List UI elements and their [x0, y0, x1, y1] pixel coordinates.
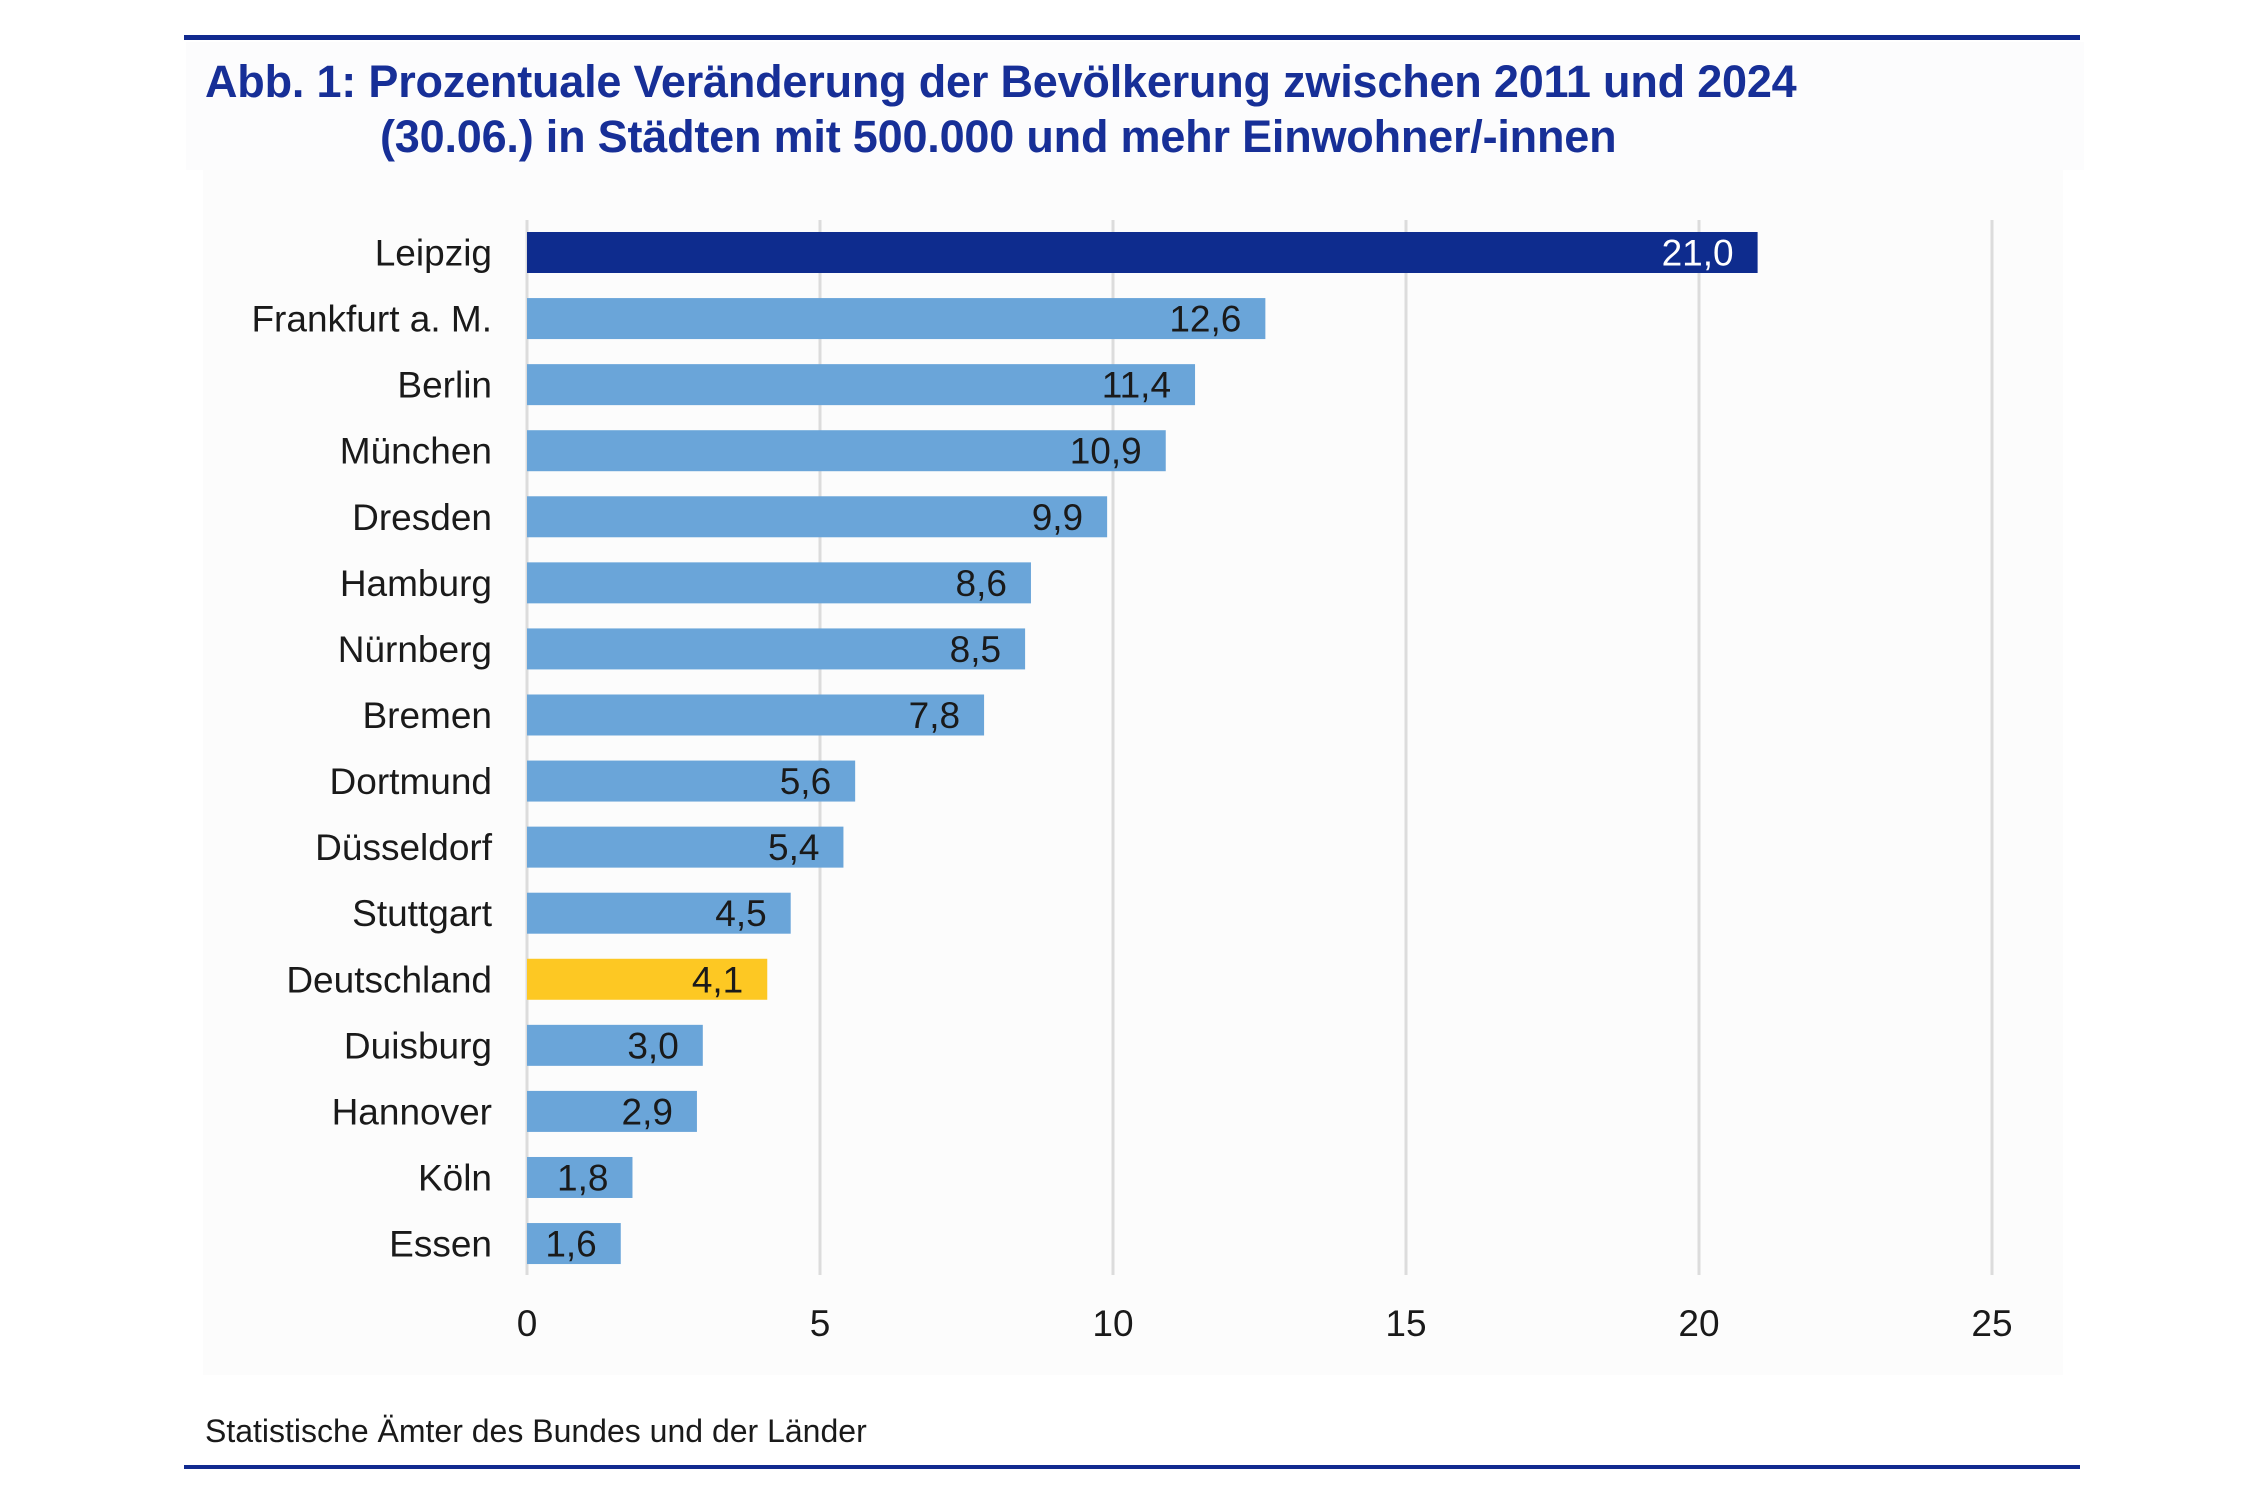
- category-label: München: [340, 431, 492, 472]
- category-label: Deutschland: [286, 959, 492, 1000]
- bar-berlin: [527, 364, 1196, 406]
- bars: [527, 232, 1758, 1265]
- top-rule: [184, 35, 2080, 40]
- bar-frankfurt-a-m: [527, 298, 1266, 340]
- category-labels: Leipzig Frankfurt a. M. Berlin München Dresd…: [251, 233, 492, 1265]
- value-label: 3,0: [627, 1025, 678, 1066]
- value-label: 21,0: [1662, 233, 1734, 274]
- category-label: Düsseldorf: [315, 827, 493, 868]
- bar-leipzig: [527, 232, 1758, 273]
- category-label: Bremen: [362, 695, 492, 736]
- bar-köln: [527, 1156, 633, 1198]
- category-label: Hannover: [332, 1091, 492, 1132]
- bar-düsseldorf: [527, 826, 844, 868]
- bar-essen: [527, 1223, 621, 1265]
- x-tick-label: 10: [1092, 1303, 1133, 1344]
- value-label: 10,9: [1070, 431, 1142, 472]
- bar-bremen: [527, 694, 985, 736]
- category-label: Duisburg: [344, 1025, 492, 1066]
- category-label: Frankfurt a. M.: [251, 299, 492, 340]
- category-label: Dortmund: [330, 761, 492, 802]
- bar-münchen: [527, 430, 1166, 472]
- value-label: 12,6: [1169, 299, 1241, 340]
- value-label: 9,9: [1032, 497, 1083, 538]
- bar-dresden: [527, 496, 1108, 538]
- bar-hannover: [527, 1090, 697, 1132]
- value-label: 2,9: [622, 1091, 673, 1132]
- chart-title-line-1: Abb. 1: Prozentuale Veränderung der Bevö…: [205, 56, 1797, 107]
- x-tick-label: 15: [1385, 1303, 1426, 1344]
- value-label: 1,6: [545, 1224, 596, 1265]
- category-label: Essen: [389, 1224, 492, 1265]
- value-label: 11,4: [1102, 365, 1171, 406]
- value-label: 7,8: [909, 695, 960, 736]
- category-label: Leipzig: [375, 233, 492, 274]
- value-label: 4,1: [692, 959, 743, 1000]
- value-label: 5,6: [780, 761, 831, 802]
- bar-nürnberg: [527, 628, 1026, 670]
- category-label: Nürnberg: [338, 629, 492, 670]
- chart-title: Abb. 1: Prozentuale Veränderung der Bevö…: [205, 54, 1797, 164]
- value-label: 5,4: [768, 827, 819, 868]
- x-axis-tick-labels: 0 5 10 15 20 25: [517, 1303, 2013, 1344]
- category-label: Dresden: [352, 497, 492, 538]
- value-label: 1,8: [557, 1157, 608, 1198]
- source-note: Statistische Ämter des Bundes und der Lä…: [205, 1413, 867, 1449]
- title-band: [186, 42, 2084, 170]
- value-labels: 21,0 12,6 11,4 10,9 9,9 8,6 8,5 7,8 5,6 5,44,5 4,1…: [545, 233, 1733, 1265]
- category-label: Köln: [418, 1157, 492, 1198]
- category-label: Hamburg: [340, 563, 492, 604]
- category-label: Stuttgart: [352, 893, 493, 934]
- bar-dortmund: [527, 760, 856, 802]
- chart-title-line-2: (30.06.) in Städten mit 500.000 und mehr…: [380, 111, 1617, 162]
- bar-deutschland: [527, 958, 768, 1000]
- x-tick-label: 25: [1971, 1303, 2012, 1344]
- x-tick-label: 0: [517, 1303, 538, 1344]
- category-label: Berlin: [397, 365, 492, 406]
- bar-stuttgart: [527, 892, 791, 934]
- bar-hamburg: [527, 562, 1031, 604]
- x-tick-label: 20: [1678, 1303, 1719, 1344]
- value-label: 4,5: [715, 893, 766, 934]
- value-label: 8,5: [950, 629, 1001, 670]
- bottom-rule: [184, 1465, 2080, 1469]
- bar-duisburg: [527, 1024, 703, 1066]
- x-tick-label: 5: [810, 1303, 831, 1344]
- value-label: 8,6: [956, 563, 1007, 604]
